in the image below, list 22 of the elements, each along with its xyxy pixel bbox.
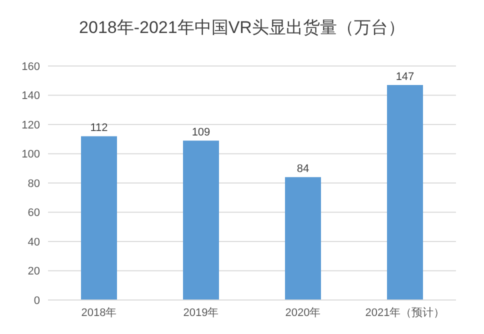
bar (387, 85, 423, 300)
chart-title: 2018年-2021年中国VR头显出货量（万台） (78, 17, 406, 39)
data-label: 109 (192, 126, 210, 139)
y-tick-label: 40 (28, 236, 40, 248)
y-tick-label: 160 (22, 60, 40, 73)
bar (285, 177, 321, 300)
data-label: 112 (90, 122, 108, 134)
bar (81, 136, 117, 300)
y-tick-label: 100 (22, 148, 40, 161)
y-tick-label: 20 (28, 266, 40, 278)
y-tick-label: 80 (28, 178, 40, 190)
data-label: 84 (296, 163, 310, 176)
y-tick-label: 140 (22, 90, 40, 102)
y-tick-label: 0 (34, 294, 40, 307)
bar (183, 140, 219, 300)
y-tick-label: 120 (22, 119, 40, 132)
x-tick-label: 2021年（预计） (365, 306, 445, 319)
x-tick-label: 2018年 (81, 306, 117, 319)
y-tick-label: 60 (28, 207, 40, 220)
data-label: 147 (396, 71, 414, 84)
x-tick-label: 2019年 (183, 306, 219, 319)
x-tick-label: 2020年 (285, 306, 321, 319)
